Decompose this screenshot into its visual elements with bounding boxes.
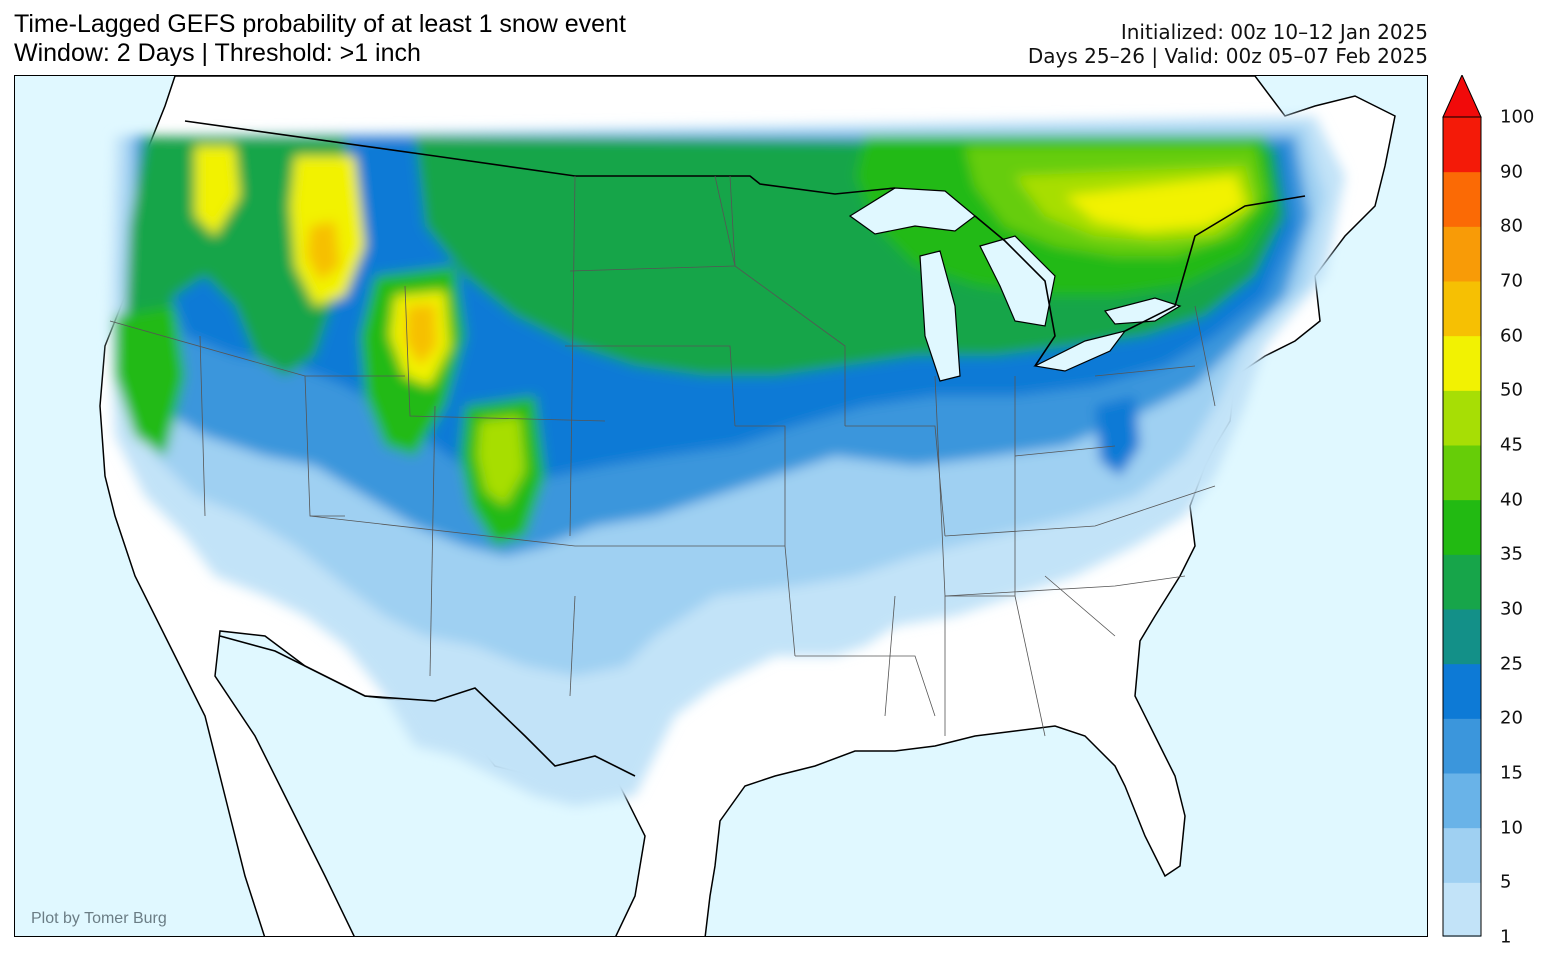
prob-cascades-green [115, 306, 185, 456]
colorbar-tick-label: 90 [1500, 161, 1523, 183]
map-svg [99, 76, 1396, 936]
run-info: Initialized: 00z 10–12 Jan 2025 Days 25–… [1028, 20, 1428, 68]
colorbar-segment [1443, 882, 1481, 938]
colorbar-segment [1443, 335, 1481, 391]
colorbar-segment [1443, 609, 1481, 665]
us-mexico-border [219, 635, 636, 777]
prob-west-yellow-1 [195, 146, 240, 236]
colorbar-segment [1443, 281, 1481, 337]
colorbar-segment [1443, 117, 1481, 173]
prob-appalachian [1095, 396, 1140, 476]
colorbar-tick-label: 40 [1500, 489, 1523, 511]
prob-colorado-yellow [477, 416, 525, 506]
colorbar-tick-label: 25 [1500, 653, 1523, 675]
colorbar-tick-label: 20 [1500, 707, 1523, 729]
prob-wyoming-orange [405, 304, 437, 366]
colorbar-segment [1443, 663, 1481, 719]
lake-huron [979, 235, 1056, 327]
title-block: Time-Lagged GEFS probability of at least… [14, 10, 626, 68]
prob-west-orange [307, 221, 340, 281]
colorbar-segment [1443, 554, 1481, 610]
valid-time: Days 25–26 | Valid: 00z 05–07 Feb 2025 [1027, 44, 1428, 68]
plot-credit: Plot by Tomer Burg [31, 910, 167, 927]
colorbar-segment [1443, 718, 1481, 774]
canada-us-border [184, 120, 896, 195]
colorbar-tick-label: 50 [1500, 379, 1523, 401]
map-panel: Plot by Tomer Burg [14, 75, 1428, 937]
colorbar-border [1442, 116, 1482, 937]
lake-superior [848, 187, 976, 235]
colorbar-segment [1443, 171, 1481, 227]
title-line-1: Time-Lagged GEFS probability of at least… [14, 10, 626, 38]
colorbar [1442, 73, 1482, 938]
lake-erie [1033, 330, 1127, 372]
colorbar-tick-label: 80 [1500, 215, 1523, 237]
lake-michigan [919, 250, 961, 382]
colorbar-tick-label: 35 [1500, 543, 1523, 565]
colorbar-tick-label: 1 [1500, 926, 1512, 948]
colorbar-tick-label: 15 [1500, 762, 1523, 784]
colorbar-segment [1443, 226, 1481, 282]
colorbar-segment [1443, 390, 1481, 446]
prob-50-60-east [1065, 176, 1245, 231]
colorbar-tick-label: 45 [1500, 434, 1523, 456]
state-borders [109, 175, 1216, 737]
colorbar-tick-label: 5 [1500, 871, 1512, 893]
colorbar-segment [1443, 445, 1481, 501]
title-line-2: Window: 2 Days | Threshold: >1 inch [14, 39, 421, 67]
colorbar-svg [1442, 73, 1482, 938]
colorbar-tick-label: 70 [1500, 270, 1523, 292]
canada-us-border-east [974, 195, 1306, 367]
colorbar-segment [1443, 773, 1481, 829]
colorbar-tick-label: 60 [1500, 325, 1523, 347]
borders [184, 120, 1306, 777]
colorbar-extend-arrow [1442, 73, 1482, 118]
colorbar-tick-label: 100 [1500, 106, 1535, 128]
great-lakes [848, 187, 1182, 382]
colorbar-tick-label: 10 [1500, 817, 1523, 839]
colorbar-tick-label: 30 [1500, 598, 1523, 620]
colorbar-segment [1443, 827, 1481, 883]
init-time: Initialized: 00z 10–12 Jan 2025 [1120, 20, 1428, 44]
colorbar-segment [1443, 499, 1481, 555]
lake-ontario [1103, 297, 1182, 325]
